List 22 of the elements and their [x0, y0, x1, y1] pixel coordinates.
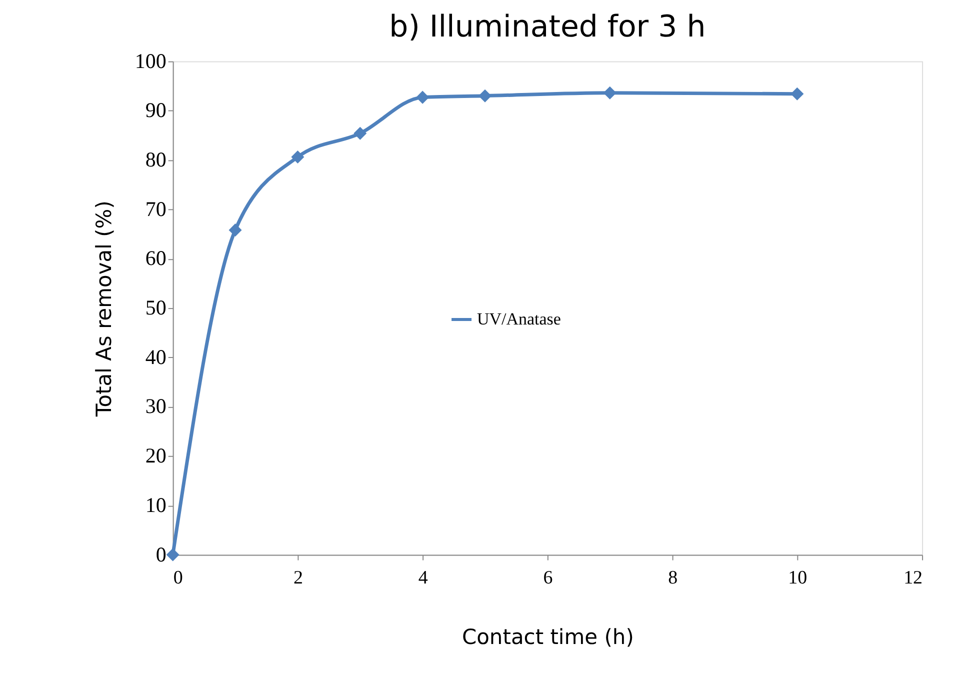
y-tick-label: 0	[156, 542, 166, 566]
y-tick-label: 90	[145, 98, 166, 122]
x-tick-label: 0	[173, 567, 183, 588]
y-tick-label: 30	[145, 394, 166, 418]
y-tick-label: 10	[145, 492, 166, 517]
x-tick-label: 8	[668, 567, 678, 588]
legend-label: UV/Anatase	[477, 310, 561, 329]
y-tick-label: 60	[145, 246, 166, 270]
chart-title: b) Illuminated for 3 h	[389, 9, 706, 44]
x-tick-label: 6	[543, 567, 553, 588]
x-tick-label: 2	[293, 567, 303, 588]
y-tick-label: 40	[145, 344, 166, 369]
y-axis-title: Total As removal (%)	[92, 200, 116, 418]
y-tick-label: 100	[134, 48, 166, 73]
x-tick-label: 12	[904, 567, 923, 588]
y-tick-label: 80	[145, 147, 166, 172]
y-tick-label: 20	[145, 444, 166, 468]
x-tick-label: 10	[788, 567, 808, 588]
y-tick-label: 70	[145, 196, 166, 221]
x-tick-label: 4	[418, 567, 428, 588]
x-axis-title: Contact time (h)	[462, 625, 634, 650]
y-tick-label: 50	[145, 296, 166, 320]
